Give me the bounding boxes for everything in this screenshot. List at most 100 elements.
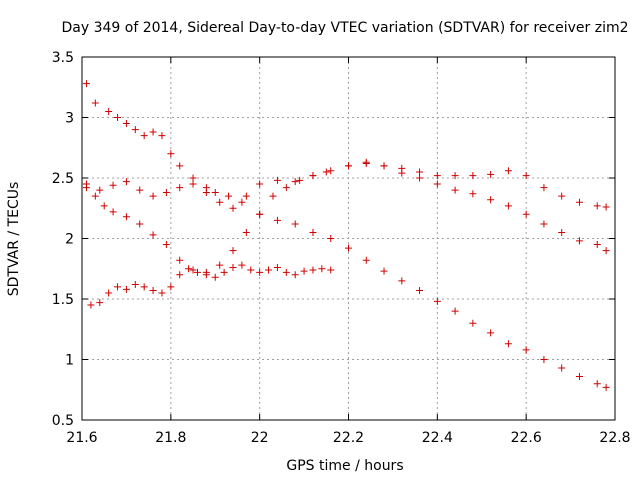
data-point xyxy=(487,196,495,204)
x-tick-label: 22 xyxy=(251,430,269,446)
data-point xyxy=(82,180,90,188)
data-point xyxy=(140,132,148,140)
data-point xyxy=(211,189,219,197)
data-point xyxy=(309,228,317,236)
data-point xyxy=(416,174,424,182)
data-point xyxy=(167,283,175,291)
data-point xyxy=(91,99,99,107)
data-point xyxy=(522,172,530,180)
data-point xyxy=(327,266,335,274)
data-point xyxy=(398,169,406,177)
data-point xyxy=(362,256,370,264)
data-point xyxy=(114,283,122,291)
data-point xyxy=(176,162,184,170)
data-point xyxy=(451,307,459,315)
data-point xyxy=(296,176,304,184)
data-point xyxy=(149,231,157,239)
y-axis-label: SDTVAR / TECUs xyxy=(6,182,22,297)
data-point xyxy=(109,181,117,189)
data-point xyxy=(229,247,237,255)
data-point xyxy=(522,346,530,354)
data-point xyxy=(487,329,495,337)
data-point xyxy=(109,208,117,216)
data-point xyxy=(265,266,273,274)
x-axis-label: GPS time / hours xyxy=(286,458,403,474)
chart-title: Day 349 of 2014, Sidereal Day-to-day VTE… xyxy=(62,20,629,36)
data-point xyxy=(602,383,610,391)
data-point xyxy=(282,268,290,276)
data-point xyxy=(504,202,512,210)
data-point xyxy=(82,80,90,88)
data-point xyxy=(176,271,184,279)
data-point xyxy=(238,261,246,269)
y-tick-label: 0.5 xyxy=(52,413,74,429)
data-point xyxy=(593,241,601,249)
data-point xyxy=(273,176,281,184)
data-point xyxy=(189,174,197,182)
grid-lines xyxy=(82,57,615,420)
data-point xyxy=(282,184,290,192)
data-point xyxy=(229,204,237,212)
data-point xyxy=(122,178,130,186)
data-point xyxy=(309,172,317,180)
data-point xyxy=(433,172,441,180)
data-point xyxy=(162,189,170,197)
data-point xyxy=(398,277,406,285)
data-point xyxy=(504,340,512,348)
x-tick-label: 22.4 xyxy=(422,430,453,446)
data-point xyxy=(149,192,157,200)
data-point xyxy=(291,220,299,228)
series-satellite-track-a xyxy=(82,80,610,391)
data-point xyxy=(105,289,113,297)
data-point xyxy=(309,266,317,274)
data-point xyxy=(189,180,197,188)
data-point xyxy=(273,264,281,272)
data-point xyxy=(362,158,370,166)
data-point xyxy=(122,120,130,128)
data-point xyxy=(136,186,144,194)
y-tick-label: 2 xyxy=(65,232,74,248)
data-point xyxy=(247,266,255,274)
y-tick-label: 1 xyxy=(65,353,74,369)
data-point xyxy=(575,198,583,206)
data-point xyxy=(256,180,264,188)
data-point xyxy=(162,241,170,249)
data-point xyxy=(105,107,113,115)
data-point xyxy=(273,216,281,224)
data-point xyxy=(91,192,99,200)
x-tick-label: 22.8 xyxy=(599,430,630,446)
data-point xyxy=(122,213,130,221)
data-point xyxy=(96,299,104,307)
data-points xyxy=(82,80,610,391)
data-point xyxy=(575,372,583,380)
x-tick-label: 22.2 xyxy=(333,430,364,446)
data-point xyxy=(158,289,166,297)
data-point xyxy=(176,184,184,192)
data-point xyxy=(327,235,335,242)
x-tick-label: 22.6 xyxy=(511,430,542,446)
data-point xyxy=(193,268,201,276)
data-point xyxy=(225,192,233,200)
data-point xyxy=(504,167,512,175)
data-point xyxy=(238,198,246,206)
data-point xyxy=(433,180,441,188)
data-point xyxy=(176,256,184,264)
data-point xyxy=(202,189,210,197)
data-point xyxy=(300,267,308,275)
series-satellite-track-b xyxy=(82,159,610,276)
data-point xyxy=(202,271,210,279)
data-point xyxy=(558,228,566,236)
data-point xyxy=(256,268,264,276)
data-point xyxy=(469,319,477,327)
data-point xyxy=(229,264,237,272)
data-point xyxy=(211,273,219,281)
data-point xyxy=(322,168,330,176)
y-tick-label: 3 xyxy=(65,111,74,127)
data-point xyxy=(593,380,601,388)
data-point xyxy=(242,192,250,200)
axis-ticks: 21.6 21.8 22 22.2 22.4 22.6 22.8 0.5 1 1.5 2 2.5 3 3.… xyxy=(52,50,631,446)
data-point xyxy=(149,128,157,136)
y-tick-label: 2.5 xyxy=(52,171,74,187)
x-tick-label: 21.8 xyxy=(155,430,186,446)
data-point xyxy=(185,265,193,273)
